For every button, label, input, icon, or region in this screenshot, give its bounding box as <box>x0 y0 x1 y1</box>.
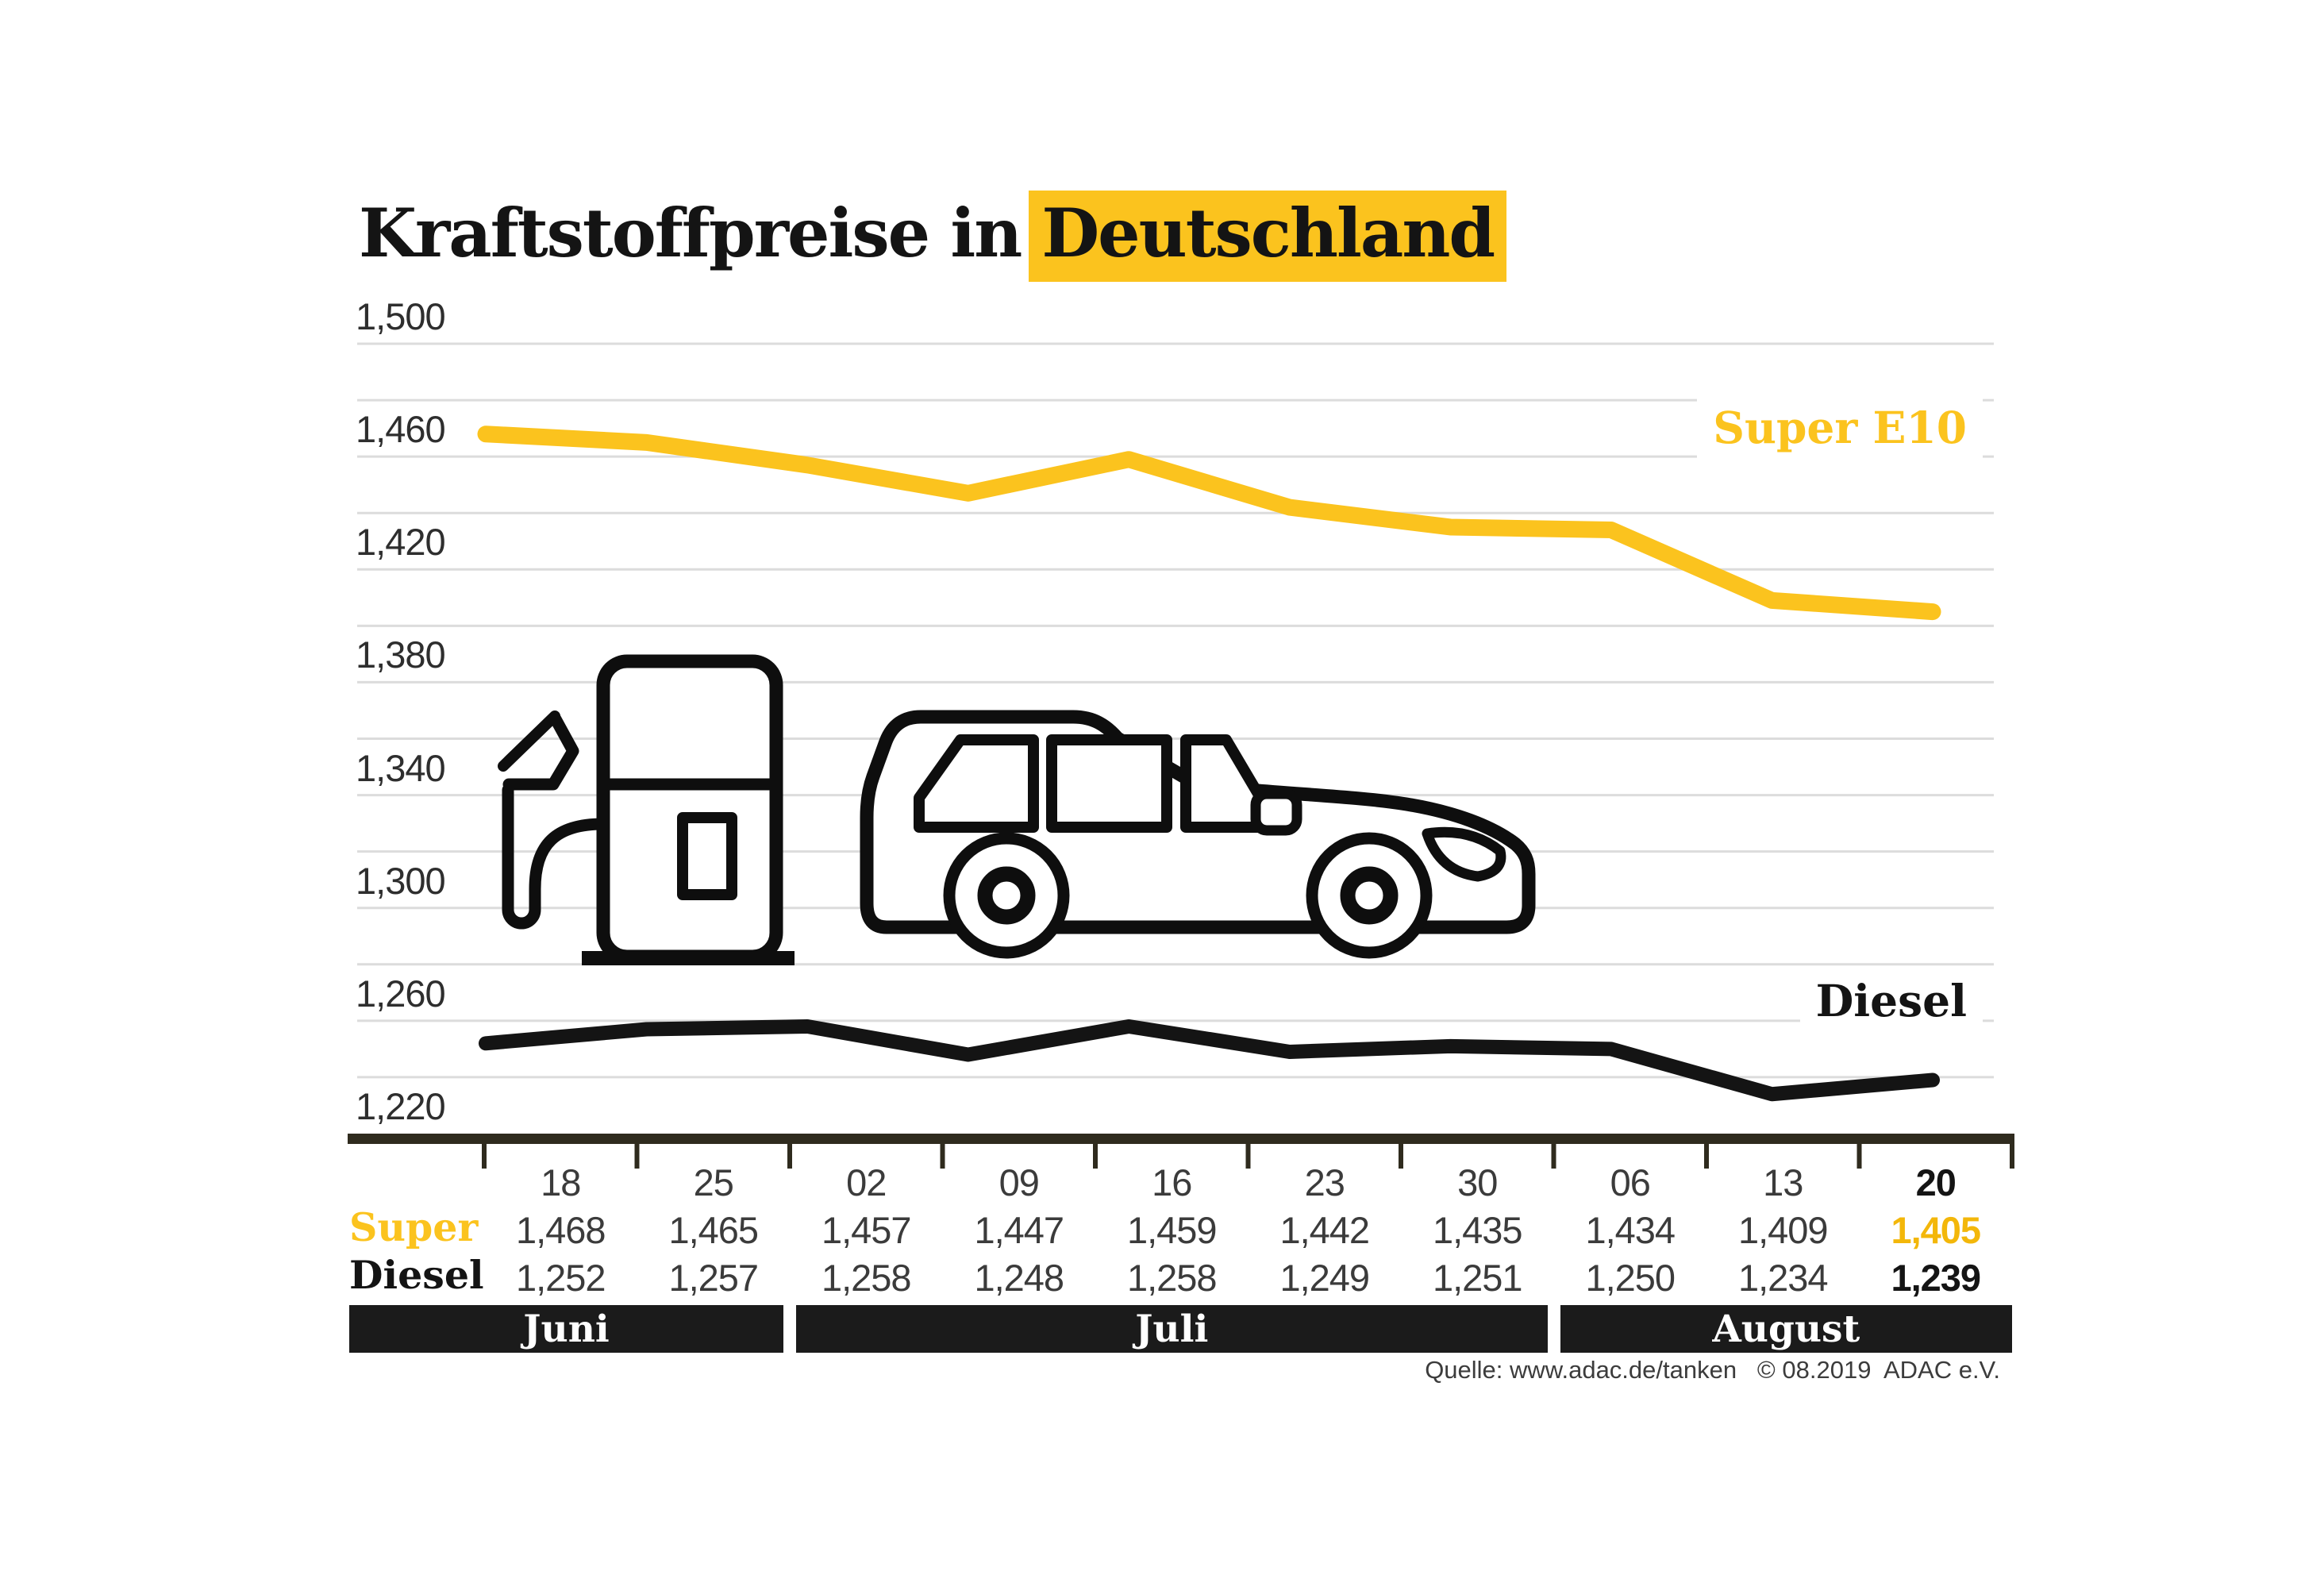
diesel-value-cell: 1,257 <box>668 1257 759 1299</box>
super-value-cell: 1,459 <box>1126 1209 1218 1251</box>
super-e10-line <box>477 426 1941 621</box>
y-tick-label: 1,220 <box>356 1085 446 1127</box>
diesel-value-cell: 1,249 <box>1279 1257 1370 1299</box>
super-value-cell: 1,435 <box>1432 1209 1523 1251</box>
y-tick-label: 1,420 <box>356 521 446 564</box>
month-band-juli: Juli <box>796 1305 1548 1353</box>
x-axis-tick <box>1857 1144 1862 1169</box>
x-axis-tick <box>482 1144 487 1169</box>
date-label: 16 <box>1152 1161 1192 1203</box>
super-value-cell: 1,447 <box>974 1209 1064 1251</box>
table-row-label-diesel: Diesel <box>349 1252 484 1298</box>
car-icon <box>860 710 1536 959</box>
super-value-cell: 1,434 <box>1585 1209 1676 1251</box>
x-axis-line <box>348 1134 2014 1145</box>
date-label: 09 <box>998 1161 1040 1203</box>
diesel-value-cell: 1,234 <box>1737 1257 1829 1299</box>
table-row-label-super: Super <box>349 1204 479 1250</box>
y-tick-label: 1,500 <box>356 295 446 337</box>
y-tick-label: 1,460 <box>356 408 446 451</box>
super-value-cell: 1,465 <box>668 1209 759 1251</box>
date-label: 13 <box>1763 1161 1803 1203</box>
date-label: 25 <box>693 1161 734 1203</box>
super-value-cell: 1,468 <box>515 1209 606 1251</box>
date-label: 18 <box>541 1161 581 1203</box>
super-value-cell: 1,405 <box>1891 1209 1981 1251</box>
source-note: Quelle: www.adac.de/tanken © 08.2019 ADA… <box>1425 1356 2000 1384</box>
date-label: 20 <box>1915 1161 1957 1203</box>
super-value-cell: 1,442 <box>1279 1209 1370 1251</box>
y-tick-label: 1,260 <box>356 972 446 1015</box>
date-label: 02 <box>846 1161 887 1203</box>
month-band-august: August <box>1560 1305 2012 1353</box>
x-axis-tick <box>2010 1144 2014 1169</box>
title-prefix: Kraftstoffpreise in <box>359 194 1022 272</box>
x-axis-tick <box>1399 1144 1403 1169</box>
x-axis-tick <box>940 1144 945 1169</box>
x-axis-tick <box>1551 1144 1556 1169</box>
month-band-juni: Juni <box>349 1305 783 1353</box>
date-label: 30 <box>1457 1161 1498 1203</box>
diesel-value-cell: 1,252 <box>515 1257 606 1299</box>
super-value-cell: 1,457 <box>821 1209 912 1251</box>
x-axis-tick <box>1093 1144 1098 1169</box>
series-label-super-e10: Super E10 <box>1697 397 1983 458</box>
fuel-pump-icon <box>498 654 795 965</box>
y-tick-label: 1,340 <box>356 746 446 789</box>
super-value-cell: 1,409 <box>1737 1209 1829 1251</box>
diesel-value-cell: 1,239 <box>1891 1257 1981 1299</box>
diesel-value-cell: 1,251 <box>1432 1257 1523 1299</box>
diesel-value-cell: 1,248 <box>974 1257 1064 1299</box>
page-title: Kraftstoffpreise in Deutschland <box>359 191 1507 282</box>
x-axis-tick <box>1704 1144 1709 1169</box>
x-axis-tick <box>1245 1144 1251 1169</box>
diesel-line <box>479 1019 1940 1102</box>
y-tick-label: 1,300 <box>356 859 446 902</box>
date-label: 06 <box>1610 1161 1651 1203</box>
diesel-value-cell: 1,258 <box>821 1257 912 1299</box>
diesel-value-cell: 1,258 <box>1126 1257 1218 1299</box>
title-highlight: Deutschland <box>1029 191 1507 282</box>
diesel-value-cell: 1,250 <box>1585 1257 1676 1299</box>
x-axis <box>348 1134 2014 1169</box>
x-axis-tick <box>634 1144 640 1169</box>
x-axis-tick <box>787 1144 792 1169</box>
y-tick-label: 1,380 <box>356 633 446 676</box>
date-label: 23 <box>1304 1161 1345 1203</box>
series-label-diesel: Diesel <box>1799 970 1983 1031</box>
